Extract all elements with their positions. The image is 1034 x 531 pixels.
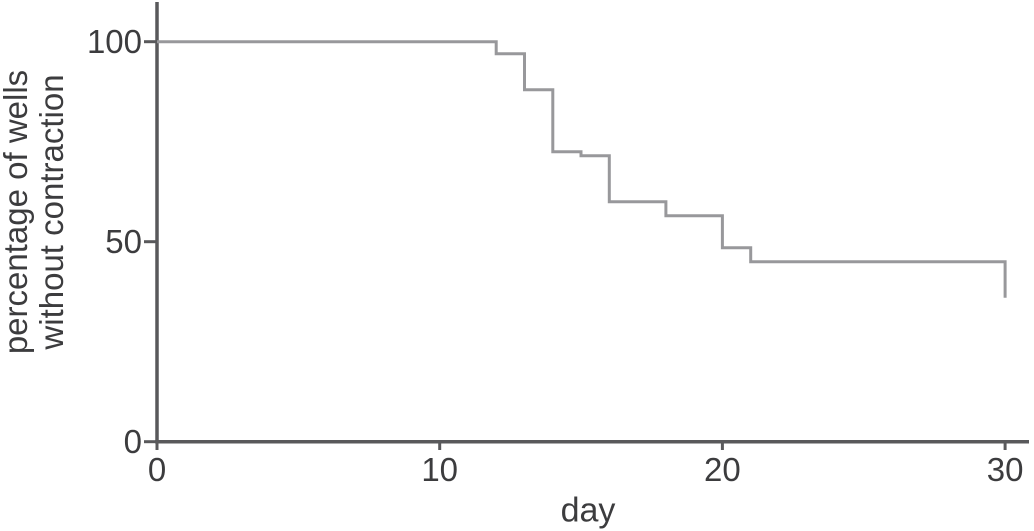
x-tick-label-30: 30 [987, 451, 1024, 488]
y-axis-title-line1: percentage of wells [0, 69, 34, 355]
x-tick-label-0: 0 [148, 451, 166, 488]
curve-wells-without-contraction [157, 40, 1007, 298]
survival-step-curve [157, 40, 1007, 298]
y-tick-label-0: 0 [124, 423, 142, 460]
axes [155, 2, 1029, 444]
x-tick-label-10: 10 [421, 451, 458, 488]
x-axis-title: day [560, 491, 616, 530]
axis-ticks [144, 40, 1007, 450]
tick-labels: 0 50 100 0 10 20 30 [87, 23, 1024, 488]
y-axis-title: percentage of wells without contraction [0, 70, 70, 354]
y-tick-label-50: 50 [105, 223, 142, 260]
y-tick-label-100: 100 [87, 23, 142, 60]
x-tick-label-20: 20 [704, 451, 741, 488]
y-axis-title-line2: without contraction [33, 74, 70, 350]
